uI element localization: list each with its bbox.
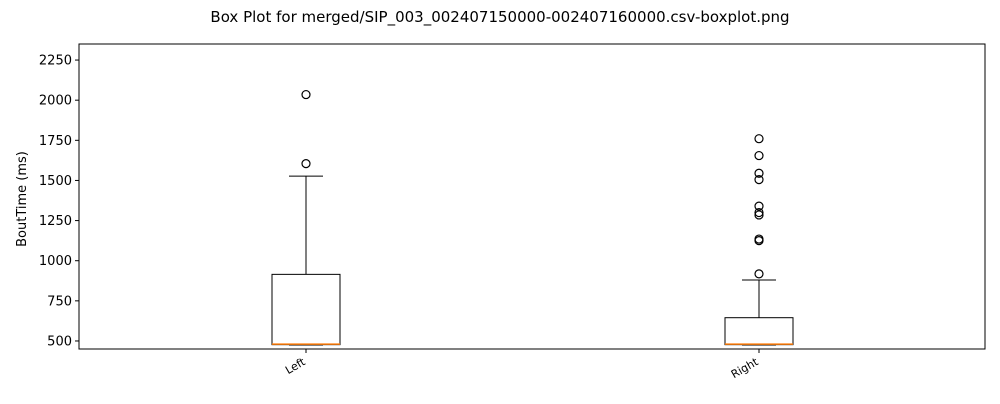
outlier-point <box>754 168 764 178</box>
y-tick-label: 1500 <box>39 174 72 189</box>
outlier-point <box>754 175 764 185</box>
outlier-point <box>754 207 764 218</box>
outlier-point <box>301 89 311 100</box>
outlier-point <box>754 269 764 279</box>
y-tick-label: 1250 <box>39 214 72 229</box>
chart-title: Box Plot for merged/SIP_003_002407150000… <box>210 8 789 27</box>
y-tick-label: 1000 <box>39 254 72 269</box>
box-right <box>724 134 794 346</box>
y-axis: 500 750 1000 1250 1500 1750 2000 2250 <box>39 54 79 349</box>
outlier-point <box>301 158 311 169</box>
outlier-point <box>754 150 764 161</box>
y-axis-label: BoutTime (ms) <box>15 151 30 247</box>
outlier-point <box>754 234 764 244</box>
outlier-point <box>754 210 764 220</box>
y-tick-label: 1750 <box>39 134 72 149</box>
y-tick-label: 2250 <box>39 54 72 69</box>
x-tick-label: Left <box>283 355 308 377</box>
y-tick-label: 500 <box>47 334 72 349</box>
iqr-box <box>724 317 794 346</box>
x-tick-label: Right <box>729 355 761 381</box>
plot-frame <box>78 43 986 350</box>
outlier-point <box>754 201 764 211</box>
boxes-group <box>271 89 794 346</box>
box-left <box>271 89 341 346</box>
y-tick-label: 750 <box>47 294 72 309</box>
outlier-point <box>754 134 764 144</box>
y-tick-label: 2000 <box>39 94 72 109</box>
x-axis: Left Right <box>283 349 761 381</box>
iqr-box <box>271 273 341 346</box>
